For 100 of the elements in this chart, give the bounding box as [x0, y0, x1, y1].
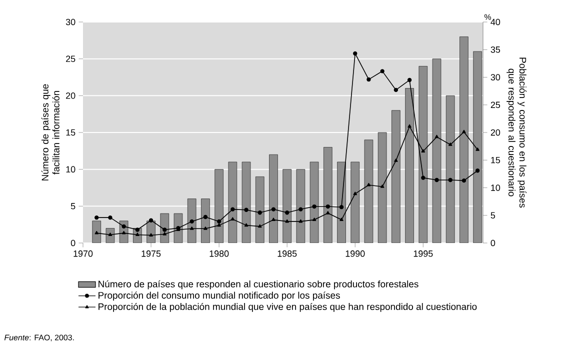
y2-tick-label: 15	[491, 156, 500, 164]
bar	[337, 162, 346, 243]
bar	[392, 110, 400, 243]
y2-tick-label: 40	[490, 18, 500, 26]
x-tick-label: 1985	[278, 250, 297, 257]
point	[462, 178, 466, 183]
y-tick-label: 10	[66, 166, 76, 173]
point	[366, 77, 371, 82]
legend-label: Número de países que responden al cuestionario sobre productos forestales	[98, 280, 418, 290]
x-tick-label: 1995	[414, 250, 433, 257]
point	[448, 142, 452, 146]
y2-tick-label: 25	[490, 102, 500, 108]
point	[244, 223, 248, 227]
bar	[405, 88, 414, 243]
bar	[473, 51, 482, 243]
y-axis-title: Número de países que facilitan información	[41, 84, 60, 180]
point	[339, 204, 344, 210]
point	[148, 218, 154, 222]
y-tick-label: 15	[66, 129, 76, 136]
point	[284, 210, 290, 215]
legend-label: Proporción del consumo mundial notificado por los países	[98, 292, 340, 301]
point	[162, 232, 167, 236]
point	[298, 219, 303, 223]
point	[258, 210, 262, 215]
x-tick-label: 1980	[210, 250, 229, 257]
legend-label: Proporción de la población mundial que vive en países que han respondido al cuestionario	[98, 302, 477, 312]
bar	[146, 220, 156, 243]
bar	[418, 66, 428, 243]
point	[312, 204, 316, 209]
point	[340, 218, 344, 222]
x-tick-label: 1990	[346, 250, 365, 257]
x-tick-label: 1970	[74, 250, 93, 257]
y-tick-label: 25	[66, 56, 76, 62]
y-tick-label: 30	[66, 18, 76, 26]
point	[285, 219, 289, 223]
point	[312, 218, 316, 222]
point	[408, 124, 412, 128]
y2-tick-label: 35	[490, 46, 500, 53]
bar	[174, 213, 183, 243]
bar	[201, 198, 210, 243]
point	[190, 219, 194, 224]
point	[122, 224, 126, 229]
y2-tick-label: 5	[490, 212, 496, 219]
point	[298, 207, 303, 212]
y2-axis-title: Población y consumo en los países que responden al cuestionario	[506, 58, 526, 208]
point	[230, 217, 235, 220]
point	[353, 192, 357, 196]
point	[190, 226, 194, 230]
y2-tick-label: 30	[490, 74, 500, 80]
bar	[242, 162, 251, 243]
point	[94, 215, 99, 220]
bar	[432, 58, 442, 243]
bar	[282, 169, 292, 243]
bar	[378, 132, 387, 243]
point	[258, 224, 262, 228]
x-tick-label: 1975	[142, 250, 161, 257]
point	[244, 208, 248, 212]
bar	[350, 162, 360, 243]
point	[230, 207, 235, 212]
y2-tick-label: 0	[490, 240, 496, 246]
bar	[228, 162, 238, 243]
point	[149, 233, 153, 237]
y-tick-label: 5	[70, 203, 76, 210]
y2-tick-label: 10	[491, 184, 500, 191]
bar	[256, 176, 264, 243]
point	[462, 130, 466, 134]
bar	[106, 228, 115, 243]
y-tick-label: 20	[66, 92, 76, 99]
point	[394, 158, 398, 162]
point	[380, 69, 384, 74]
point	[135, 228, 140, 232]
point	[421, 149, 426, 153]
point	[272, 218, 276, 222]
point	[353, 51, 358, 56]
point	[366, 182, 371, 186]
bar	[214, 169, 224, 243]
bar	[364, 140, 374, 243]
point	[407, 78, 412, 82]
bar	[187, 198, 196, 243]
y2-tick-label: 20	[490, 129, 500, 136]
point	[394, 88, 398, 92]
bar	[460, 36, 468, 243]
y-tick-label: 0	[70, 240, 76, 246]
point	[162, 228, 167, 232]
point	[108, 215, 112, 220]
point	[448, 178, 452, 182]
point	[203, 214, 208, 220]
bar	[324, 147, 332, 243]
point	[216, 219, 222, 224]
point	[476, 148, 480, 151]
point	[217, 223, 221, 227]
point	[326, 204, 330, 209]
point	[94, 230, 98, 234]
bar	[92, 220, 101, 243]
point	[421, 176, 426, 180]
point	[475, 168, 480, 173]
bar	[269, 154, 278, 243]
bar	[296, 169, 306, 243]
bar	[310, 162, 319, 243]
point	[122, 230, 126, 234]
